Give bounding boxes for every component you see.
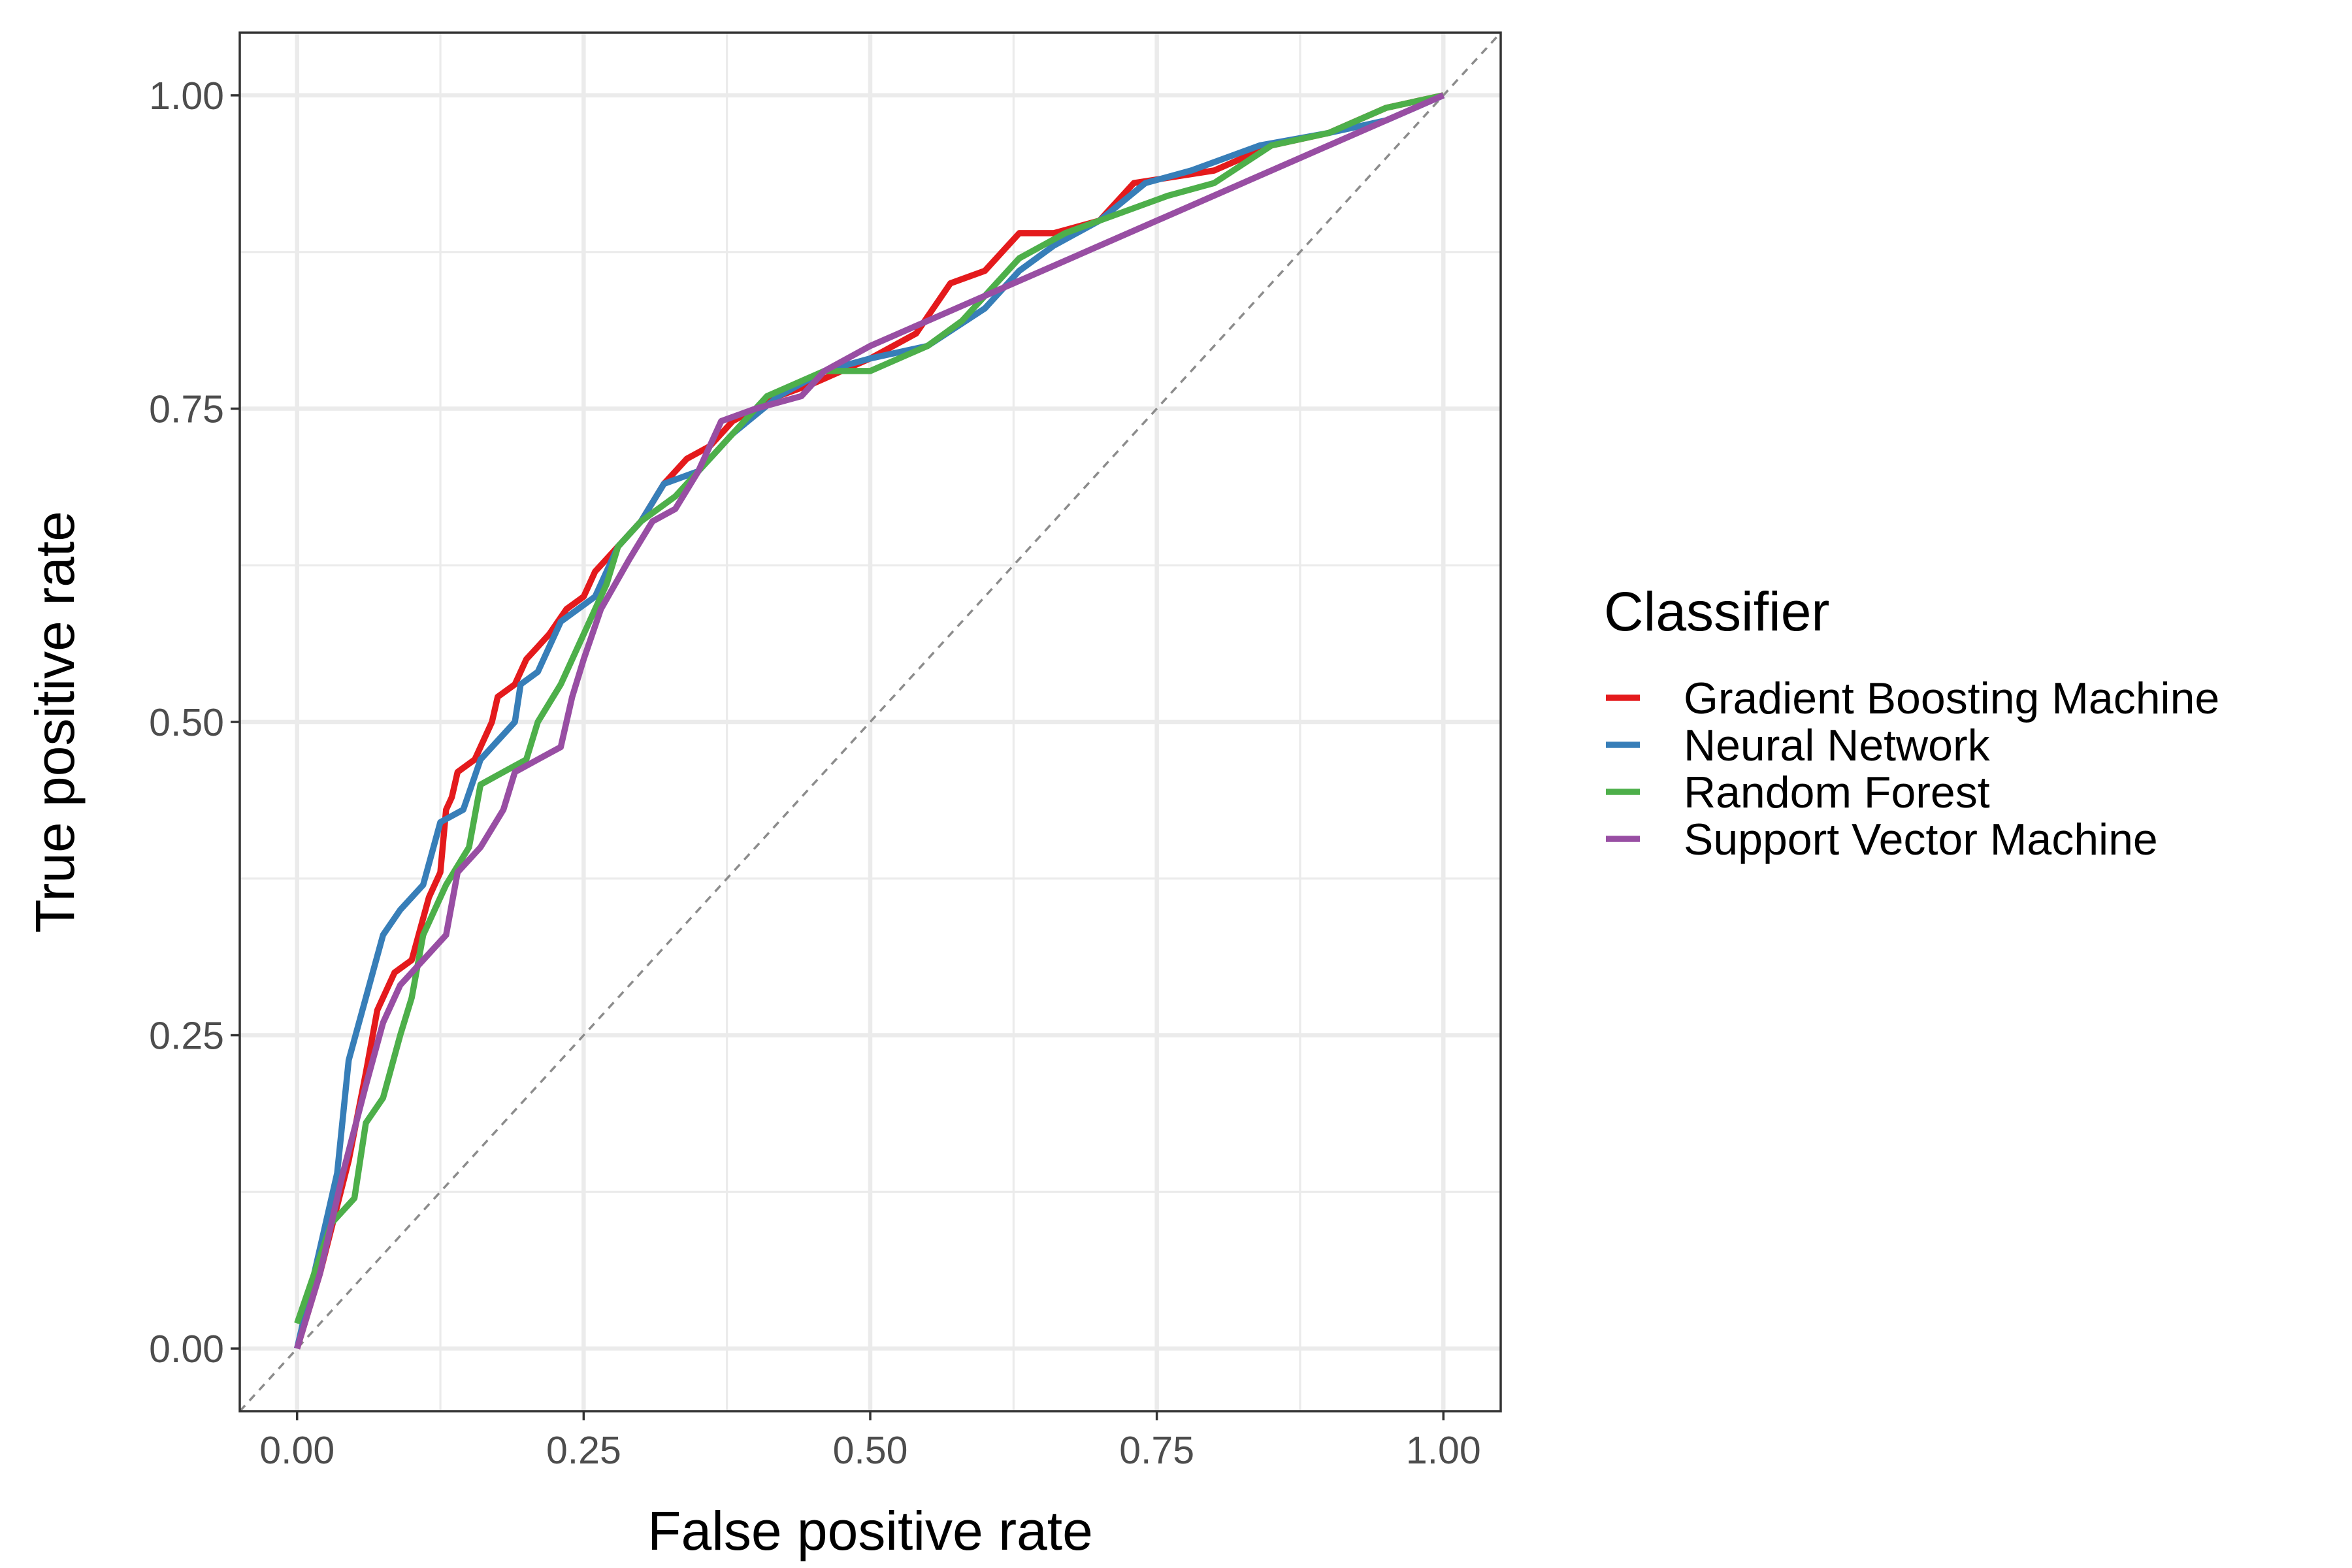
legend-label-2: Neural Network [1684,721,1991,770]
series-line-3 [294,92,1445,1325]
legend: Classifier Gradient Boosting MachineNeur… [1604,581,2219,864]
legend-label-1: Gradient Boosting Machine [1684,674,2219,723]
series-line-2 [294,92,1445,1350]
series-line-4 [294,92,1445,1350]
legend-label-4: Support Vector Machine [1684,815,2158,864]
y-tick-label: 0.75 [149,387,224,431]
legend-title: Classifier [1604,581,1829,642]
y-tick-label: 1.00 [149,74,224,118]
plot-panel [238,31,1502,1413]
x-tick-label: 0.50 [833,1429,908,1472]
chance-reference-line [238,31,1502,1413]
legend-label-3: Random Forest [1684,768,1990,817]
x-tick-label: 0.75 [1119,1429,1194,1472]
x-tick-label: 0.25 [546,1429,621,1472]
y-tick-label: 0.25 [149,1015,224,1058]
x-tick-label: 0.00 [259,1429,335,1472]
x-tick-label: 1.00 [1406,1429,1481,1472]
series-lines [294,92,1445,1350]
y-tick-label: 0.50 [149,701,224,744]
y-axis-title: True positive rate [24,511,86,933]
y-axis: 0.00 0.25 0.50 0.75 1.00 [149,74,240,1371]
series-line-1 [294,92,1445,1350]
x-axis: 0.00 0.25 0.50 0.75 1.00 [259,1411,1481,1472]
x-axis-title: False positive rate [647,1500,1093,1561]
y-tick-label: 0.00 [149,1328,224,1371]
